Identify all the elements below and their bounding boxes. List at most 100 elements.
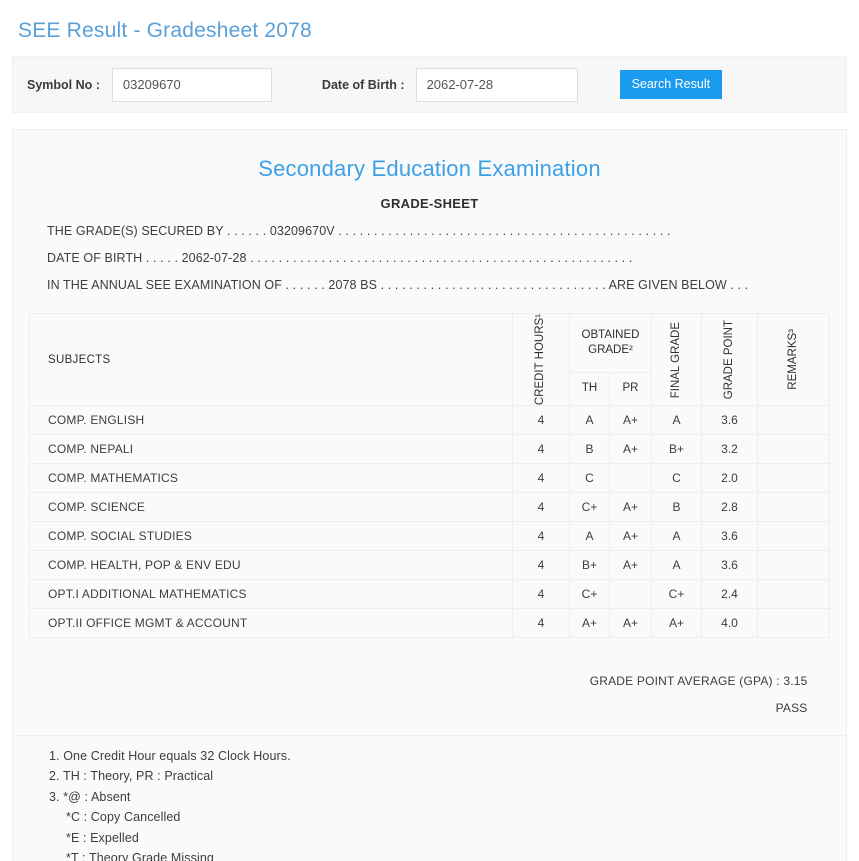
cell-practical-grade: A+ [609,550,652,581]
note-item: *T : Theory Grade Missing [66,851,214,861]
cell-remarks [757,463,830,494]
info-line-grades-secured: THE GRADE(S) SECURED BY . . . . . . 0320… [47,224,671,239]
cell-credit-hours: 4 [512,492,570,523]
cell-subject: COMP. HEALTH, POP & ENV EDU [29,550,513,581]
gpa-row: GRADE POINT AVERAGE (GPA) : 3.15 [29,666,830,696]
cell-credit-hours: 4 [512,521,570,552]
table-row: COMP. HEALTH, POP & ENV EDU 4 B+ A+ A 3.6 [29,550,830,581]
cell-theory-grade: B [569,434,610,465]
cell-theory-grade: C+ [569,492,610,523]
gpa-value: GRADE POINT AVERAGE (GPA) : 3.15 [29,666,830,696]
note-item: 2. TH : Theory, PR : Practical [49,769,214,784]
cell-subject: COMP. ENGLISH [29,405,513,436]
cell-final-grade: B [651,492,702,523]
cell-final-grade: A [651,550,702,581]
header-practical: PR [609,371,652,407]
date-of-birth-input[interactable] [415,67,578,102]
cell-credit-hours: 4 [512,550,570,581]
table-row: COMP. SCIENCE 4 C+ A+ B 2.8 [29,492,830,523]
symbol-no-input[interactable] [111,67,272,102]
notes-list: 1. One Credit Hour equals 32 Clock Hours… [49,746,846,861]
cell-practical-grade: A+ [609,492,652,523]
gradesheet-inner: Secondary Education Examination GRADE-SH… [29,144,830,735]
cell-remarks [757,521,830,552]
cell-grade-point: 4.0 [701,608,758,639]
cell-grade-point: 3.6 [701,521,758,552]
header-grade-point-label: GRADE POINT [722,320,735,400]
cell-credit-hours: 4 [512,608,570,639]
header-obtained-grade: OBTAINED GRADE² [569,313,652,373]
gradesheet-subtitle: GRADE-SHEET [380,196,479,212]
cell-final-grade: A [651,405,702,436]
table-row: OPT.II OFFICE MGMT & ACCOUNT 4 A+ A+ A+ 4.0 [29,608,830,639]
cell-credit-hours: 4 [512,579,570,610]
table-row: COMP. MATHEMATICS 4 C C 2.0 [29,463,830,494]
header-final-grade-label: FINAL GRADE [669,321,682,398]
final-grade-rotated-wrap: FINAL GRADE [652,318,701,402]
cell-theory-grade: C+ [569,579,610,610]
grade-point-rotated-wrap: GRADE POINT [702,318,757,402]
info-line-date-of-birth: DATE OF BIRTH . . . . . 2062-07-28 . . .… [47,251,633,266]
cell-credit-hours: 4 [512,405,570,436]
header-credit-hours-label: CREDIT HOURS¹ [534,314,547,406]
note-item: 1. One Credit Hour equals 32 Clock Hours… [49,748,291,763]
cell-final-grade: C+ [651,579,702,610]
cell-theory-grade: A [569,405,610,436]
cell-practical-grade: A+ [609,608,652,639]
header-remarks: REMARKS³ [757,313,830,407]
notes-section: 1. One Credit Hour equals 32 Clock Hours… [12,735,847,861]
cell-grade-point: 2.0 [701,463,758,494]
cell-practical-grade: A+ [609,405,652,436]
summary-spacer-row [29,637,830,667]
cell-remarks [757,434,830,465]
note-item: *C : Copy Cancelled [66,810,181,825]
header-final-grade: FINAL GRADE [651,313,702,407]
cell-subject: COMP. NEPALI [29,434,513,465]
header-subjects: SUBJECTS [29,313,513,407]
grades-table: SUBJECTS CREDIT HOURS¹ OBTAINED GRADE² F… [29,313,830,725]
remarks-rotated-wrap: REMARKS³ [758,318,829,402]
grades-header-row-2: TH PR [30,371,830,407]
table-row: OPT.I ADDITIONAL MATHEMATICS 4 C+ C+ 2.4 [29,579,830,610]
cell-theory-grade: B+ [569,550,610,581]
table-row: COMP. NEPALI 4 B A+ B+ 3.2 [29,434,830,465]
cell-practical-grade: A+ [609,434,652,465]
search-result-button[interactable]: Search Result [619,70,723,100]
cell-final-grade: B+ [651,434,702,465]
grades-header-row-1: SUBJECTS CREDIT HOURS¹ OBTAINED GRADE² F… [29,313,830,407]
cell-subject: OPT.I ADDITIONAL MATHEMATICS [29,579,513,610]
cell-theory-grade: A [569,521,610,552]
grades-table-head: SUBJECTS CREDIT HOURS¹ OBTAINED GRADE² F… [29,313,830,407]
table-row: COMP. ENGLISH 4 A A+ A 3.6 [29,405,830,436]
header-grade-point: GRADE POINT [701,313,758,407]
cell-practical-grade [609,579,652,610]
cell-theory-grade: C [569,463,610,494]
cell-remarks [757,579,830,610]
grades-table-body: COMP. ENGLISH 4 A A+ A 3.6 COMP. NEPALI 4 B A+ B+ 3… [29,405,830,639]
grades-summary-body: GRADE POINT AVERAGE (GPA) : 3.15 PASS [29,637,830,725]
exam-title: Secondary Education Examination [258,156,601,182]
header-theory: TH [569,371,610,407]
cell-practical-grade [609,463,652,494]
note-item: *E : Expelled [66,830,139,845]
table-row: COMP. SOCIAL STUDIES 4 A A+ A 3.6 [29,521,830,552]
cell-subject: OPT.II OFFICE MGMT & ACCOUNT [29,608,513,639]
cell-remarks [757,608,830,639]
cell-remarks [757,405,830,436]
cell-remarks [757,550,830,581]
cell-remarks [757,492,830,523]
page-title: SEE Result - Gradesheet 2078 [18,19,312,42]
gradesheet-panel: Secondary Education Examination GRADE-SH… [12,129,847,736]
cell-final-grade: C [651,463,702,494]
cell-subject: COMP. SCIENCE [29,492,513,523]
search-panel: Symbol No : Date of Birth : Search Resul… [12,56,847,114]
info-line-exam-year: IN THE ANNUAL SEE EXAMINATION OF . . . .… [47,278,749,293]
header-credit-hours: CREDIT HOURS¹ [512,313,570,407]
credit-hours-rotated-wrap: CREDIT HOURS¹ [513,314,569,405]
cell-grade-point: 3.2 [701,434,758,465]
cell-final-grade: A [651,521,702,552]
result-status-badge: PASS [29,695,830,725]
cell-grade-point: 3.6 [701,550,758,581]
note-item: 3. *@ : Absent [49,789,131,804]
cell-subject: COMP. MATHEMATICS [29,463,513,494]
